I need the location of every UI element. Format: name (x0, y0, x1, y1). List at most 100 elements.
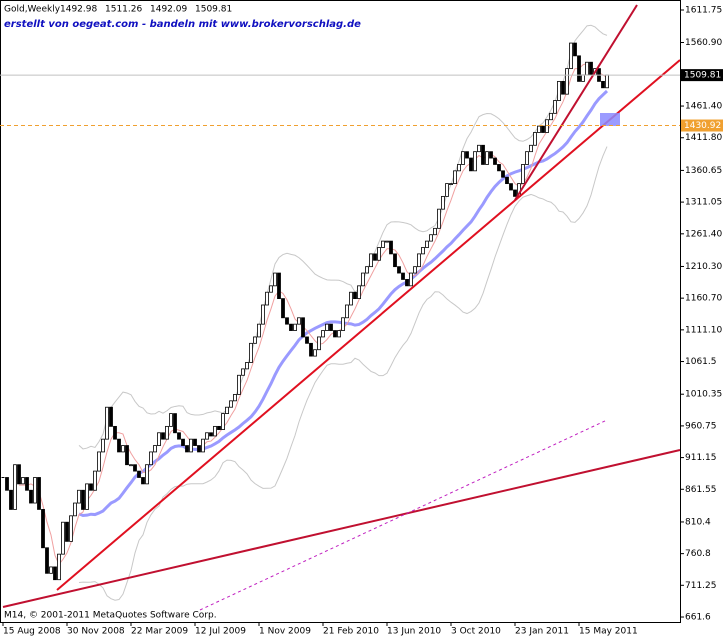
candle (557, 80, 561, 101)
candle (185, 445, 189, 453)
candle (77, 489, 81, 504)
x-tick-label: 23 Jan 2011 (515, 627, 569, 637)
candle (153, 445, 157, 453)
candle (469, 157, 473, 172)
candle (273, 272, 277, 287)
x-tick-label: 21 Feb 2010 (323, 627, 379, 637)
candle (317, 336, 321, 351)
x-tick-label: 12 Jul 2009 (195, 627, 246, 637)
candle (533, 132, 537, 146)
x-tick-label: 3 Oct 2010 (451, 627, 501, 637)
candle (293, 323, 297, 331)
candle (301, 317, 305, 338)
candle (529, 144, 533, 153)
candle (577, 55, 581, 82)
candle (49, 566, 53, 574)
candle (149, 451, 153, 466)
y-tick-label: 1611.75 (685, 5, 722, 15)
candle (357, 285, 361, 300)
candle (85, 483, 89, 510)
candle (269, 285, 273, 293)
candle (289, 323, 293, 331)
candle (429, 234, 433, 242)
candle (13, 464, 17, 510)
annotation: erstellt von oegeat.com - bandeln mit ww… (4, 19, 361, 30)
level-tag-label: 1430.92 (684, 121, 721, 131)
candle (569, 42, 573, 70)
candle (225, 406, 229, 415)
candle (513, 189, 517, 197)
candle (265, 291, 269, 306)
candle (73, 502, 77, 517)
candle (5, 477, 9, 491)
candle (41, 509, 45, 549)
candle (237, 374, 241, 395)
candle (381, 240, 385, 248)
candle (97, 451, 101, 472)
y-tick-label: 1061.5 (685, 357, 717, 367)
candle (505, 176, 509, 185)
candle (389, 240, 393, 255)
candle (109, 406, 113, 427)
y-tick-label: 1160.70 (685, 294, 722, 304)
candle (333, 330, 337, 338)
trend-line (2, 449, 681, 608)
candle (125, 445, 129, 466)
candle (485, 151, 489, 165)
candle (401, 272, 405, 280)
candle (601, 80, 605, 89)
candle (433, 227, 437, 236)
candle (277, 272, 281, 300)
candle (457, 164, 461, 172)
candle (581, 74, 585, 82)
candle (181, 438, 185, 446)
candle (17, 464, 21, 485)
candle (257, 323, 261, 338)
y-tick-label: 1261.40 (685, 229, 722, 239)
candle (89, 483, 93, 491)
plot-frame (0, 0, 681, 623)
candle (605, 74, 609, 89)
candle (393, 253, 397, 268)
candle (205, 432, 209, 440)
footer: M14, © 2001-2011 MetaQuotes Software Cor… (4, 611, 217, 621)
candle (525, 151, 529, 165)
candle (105, 406, 109, 440)
candle (313, 349, 317, 357)
price-tag (681, 69, 723, 82)
y-tick-label: 661.6 (685, 613, 711, 623)
candle (585, 61, 589, 76)
candle (493, 157, 497, 165)
candle (369, 253, 373, 268)
candle (165, 425, 169, 440)
ohlc-value: 1492.98 (60, 5, 97, 15)
marker-box (600, 113, 620, 126)
candle (281, 298, 285, 319)
candle (501, 170, 505, 178)
candle (69, 515, 73, 542)
candle (53, 566, 57, 581)
candle (33, 477, 37, 504)
dashed-line (199, 419, 608, 611)
candle (561, 80, 565, 95)
candle (497, 164, 501, 172)
candle (425, 240, 429, 248)
candle (441, 195, 445, 210)
y-tick-label: 760.8 (685, 549, 711, 559)
candle (169, 413, 173, 427)
candle (117, 438, 121, 453)
candle (145, 464, 149, 485)
candle (397, 266, 401, 274)
y-tick-label: 810.4 (685, 517, 711, 527)
y-tick-label: 1010.35 (685, 390, 722, 400)
candle (201, 438, 205, 453)
candle (133, 464, 137, 472)
candle (161, 432, 165, 440)
y-tick-label: 1461.40 (685, 102, 722, 112)
candle (193, 438, 197, 446)
y-tick-label: 1360.65 (685, 166, 722, 176)
candle (189, 438, 193, 453)
price-tag-label: 1509.81 (684, 71, 721, 81)
candle (337, 330, 341, 338)
